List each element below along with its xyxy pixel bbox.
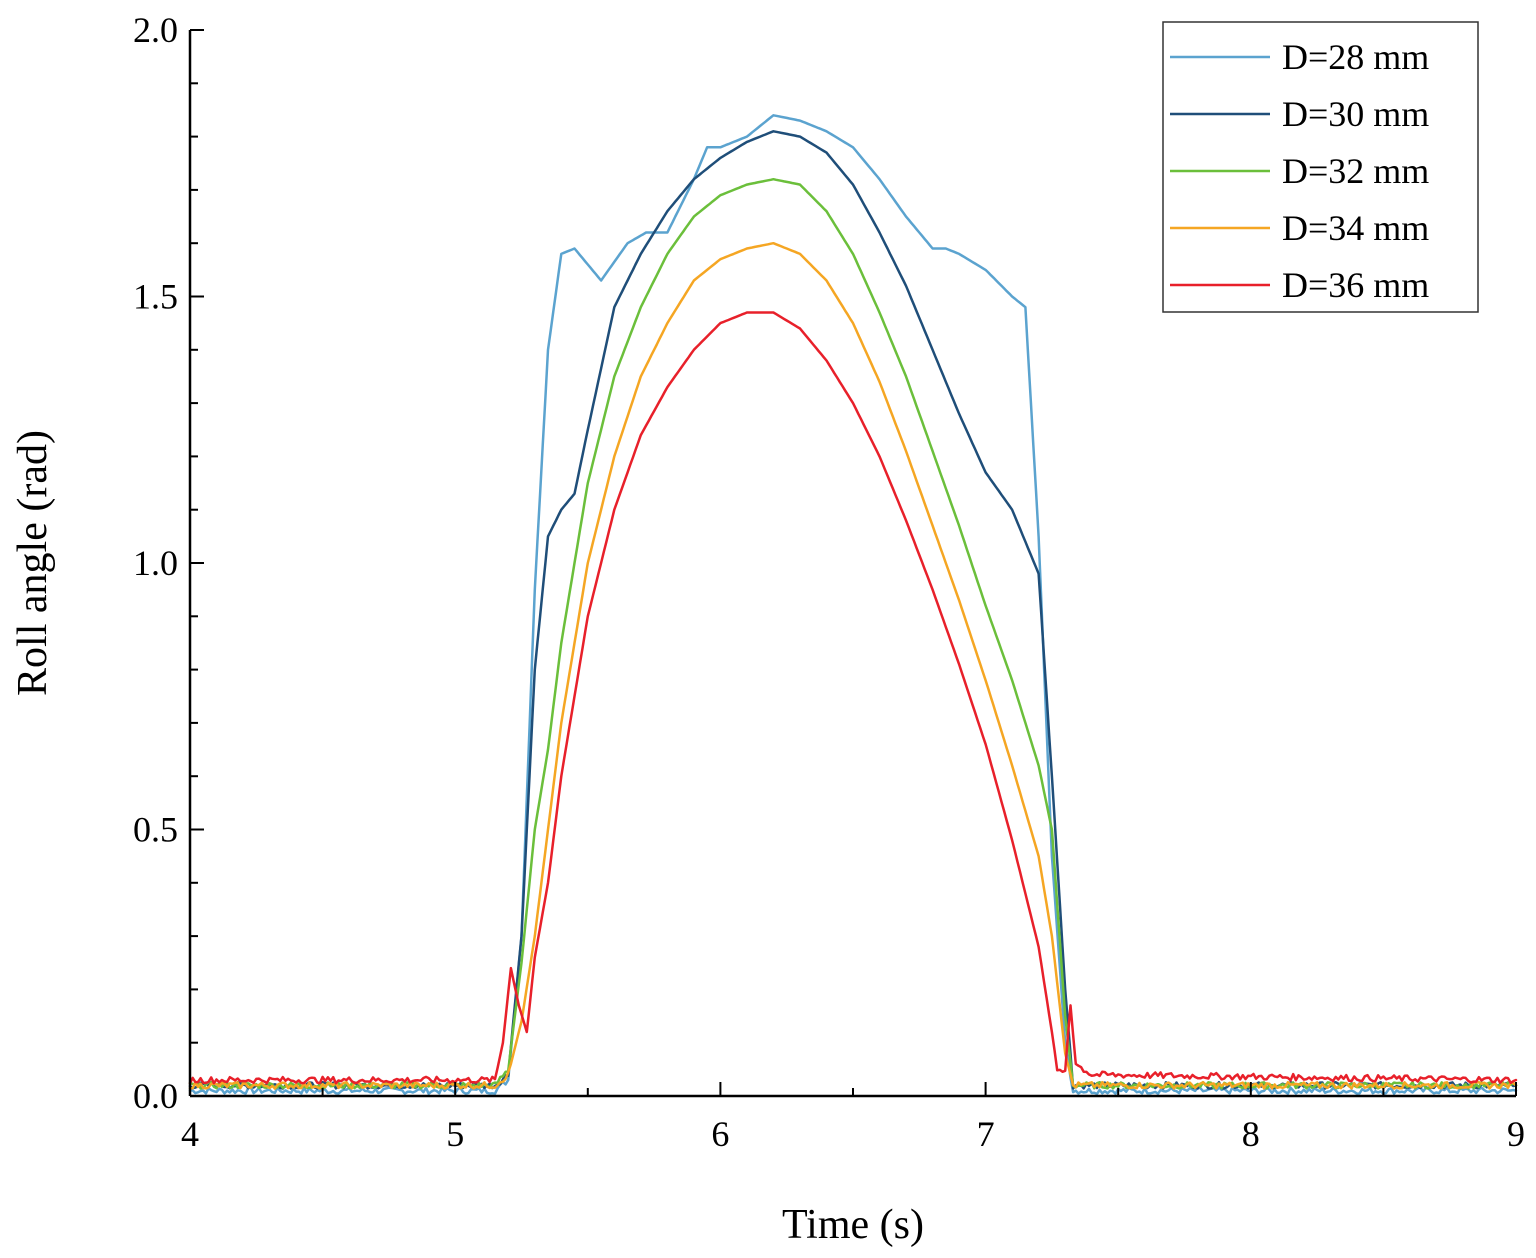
legend-label-5: D=36 mm [1282, 265, 1429, 305]
legend-box [1162, 21, 1479, 313]
x-axis-title: Time (s) [782, 1202, 924, 1248]
series-line-1 [188, 114, 1518, 1096]
y-tick-label-3: 1.5 [133, 277, 178, 317]
y-tick-label-2: 1.0 [133, 543, 178, 583]
x-tick-label-1: 5 [446, 1114, 464, 1154]
x-tick-label-4: 8 [1242, 1114, 1260, 1154]
legend: D=28 mm D=30 mm D=32 mm D=34 mm D=36 mm [1162, 21, 1479, 313]
legend-label-1: D=28 mm [1282, 37, 1429, 77]
series-line-5 [188, 311, 1518, 1085]
x-tick-label-3: 7 [977, 1114, 995, 1154]
x-tick-label-0: 4 [181, 1114, 199, 1154]
y-axis-title: Roll angle (rad) [10, 430, 56, 696]
legend-label-3: D=32 mm [1282, 151, 1429, 191]
x-tick-label-2: 6 [711, 1114, 729, 1154]
series-layer [188, 114, 1518, 1096]
legend-label-2: D=30 mm [1282, 94, 1429, 134]
series-line-3 [188, 177, 1518, 1090]
y-tick-label-1: 0.5 [133, 810, 178, 850]
x-tick-label-5: 9 [1507, 1114, 1525, 1154]
legend-label-4: D=34 mm [1282, 208, 1429, 248]
y-tick-label-4: 2.0 [133, 10, 178, 50]
ticks-layer: 4 5 6 7 8 9 0.0 0.5 1.0 1.5 2.0 [133, 10, 1525, 1154]
y-tick-label-0: 0.0 [133, 1076, 178, 1116]
series-line-4 [188, 241, 1518, 1090]
